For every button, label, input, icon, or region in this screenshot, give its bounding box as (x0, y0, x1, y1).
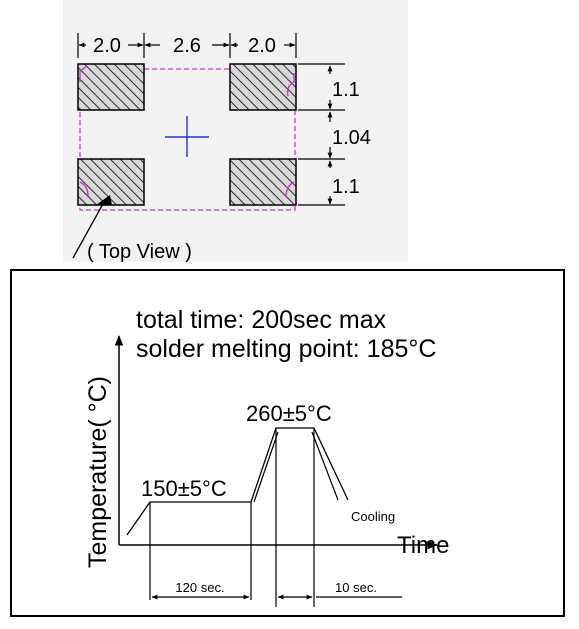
preheat-duration: 120 sec. (175, 580, 224, 595)
dim-pad-height-top: 1.1 (332, 79, 360, 101)
profile-curve (126, 427, 349, 536)
peak-duration: 10 sec. (335, 580, 377, 595)
top-dimension: 2.0 2.6 2.0 (77, 33, 297, 58)
reflow-profile: 120 sec. 10 sec. total time: 200sec max … (84, 306, 449, 607)
reflow-panel (10, 269, 565, 617)
pad-bottom-right (229, 158, 297, 206)
note-total-time: total time: 200sec max (136, 306, 387, 334)
peak-temp-label: 260±5°C (246, 401, 332, 426)
pin1-pointer (72, 201, 105, 259)
dim-right-pad: 2.0 (248, 35, 276, 57)
cooling-label: Cooling (351, 509, 395, 524)
dim-pad-gap: 1.04 (332, 127, 371, 149)
pad-bottom-left (77, 158, 145, 206)
dim-gap: 2.6 (173, 35, 201, 57)
pad-top-left (77, 63, 145, 111)
preheat-temp-label: 150±5°C (141, 476, 227, 501)
center-crosshair (165, 116, 209, 157)
note-melting-point: solder melting point: 185°C (136, 335, 436, 363)
footprint-diagram: 2.0 2.6 2.0 (72, 33, 371, 263)
y-axis-label: Temperature( °C) (84, 376, 112, 568)
dim-pad-height-bottom: 1.1 (332, 176, 360, 198)
package-outline (79, 68, 296, 211)
top-view-label: ( Top View ) (87, 241, 192, 263)
right-dimension: 1.1 1.04 1.1 (298, 63, 371, 206)
pad-top-right (229, 63, 297, 111)
dim-left-pad: 2.0 (93, 35, 121, 57)
x-axis-label: Time (397, 532, 449, 559)
